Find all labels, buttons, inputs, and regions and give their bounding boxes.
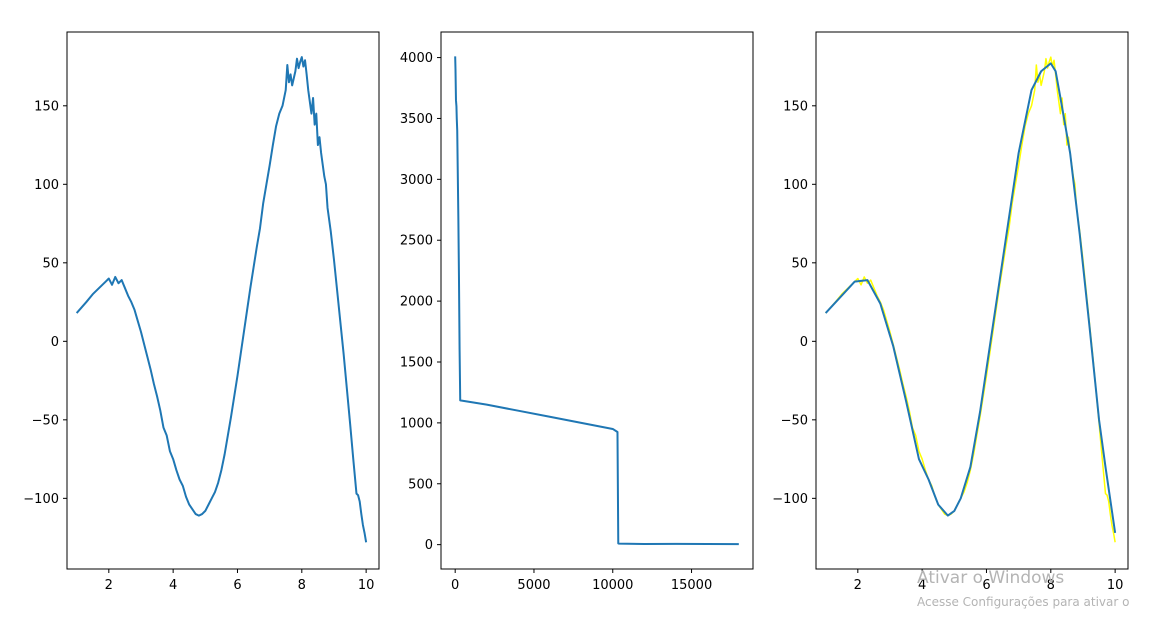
- y-tick-label: 100: [783, 178, 808, 193]
- series-line-1: [824, 62, 1117, 534]
- x-tick-label: 2: [105, 578, 113, 593]
- y-tick-label: 500: [408, 477, 433, 492]
- y-tick-label: 100: [34, 178, 59, 193]
- y-tick-label: 2000: [400, 295, 433, 310]
- y-tick-label: −100: [23, 492, 59, 507]
- y-tick-label: 50: [42, 256, 59, 271]
- x-tick-label: 6: [233, 578, 241, 593]
- x-tick-label: 6: [982, 578, 990, 593]
- y-tick-label: 0: [425, 538, 433, 553]
- x-tick-label: 10: [358, 578, 375, 593]
- y-tick-label: 3000: [400, 173, 433, 188]
- axes-frame: [66, 31, 380, 570]
- y-tick-label: 50: [791, 256, 808, 271]
- x-tick-label: 2: [854, 578, 862, 593]
- x-tick-label: 5000: [517, 578, 550, 593]
- x-tick-label: 10: [1107, 578, 1124, 593]
- x-tick-label: 4: [918, 578, 926, 593]
- y-tick-label: 1000: [400, 416, 433, 431]
- subplot-smoothed: 2 4 6 8 10 −100 −50 0 50 100 150: [772, 31, 1129, 593]
- y-tick-label: −100: [772, 492, 808, 507]
- axes-frame: [440, 31, 754, 570]
- x-tick-label: 10000: [592, 578, 633, 593]
- x-tick-label: 0: [451, 578, 459, 593]
- y-tick-label: 0: [51, 335, 59, 350]
- y-tick-label: 2500: [400, 234, 433, 249]
- subplot-signal: 2 4 6 8 10 −100 −50 0 50 100 150: [23, 31, 380, 593]
- x-tick-label: 15000: [671, 578, 712, 593]
- subplot-loss: 0 5000 10000 15000 0 500 1000 1500 2000 2500 3000 3…: [400, 31, 754, 593]
- y-tick-label: −50: [32, 413, 59, 428]
- y-tick-label: 150: [34, 99, 59, 114]
- y-tick-label: 150: [783, 99, 808, 114]
- y-tick-label: −50: [781, 413, 808, 428]
- x-tick-label: 8: [298, 578, 306, 593]
- y-tick-label: 3500: [400, 112, 433, 127]
- series-line-0: [454, 56, 739, 546]
- y-tick-label: 4000: [400, 51, 433, 66]
- series-line-0: [75, 56, 368, 543]
- x-tick-label: 4: [169, 578, 177, 593]
- x-tick-label: 8: [1047, 578, 1055, 593]
- y-tick-label: 1500: [400, 355, 433, 370]
- y-tick-label: 0: [800, 335, 808, 350]
- axes-frame: [815, 31, 1129, 570]
